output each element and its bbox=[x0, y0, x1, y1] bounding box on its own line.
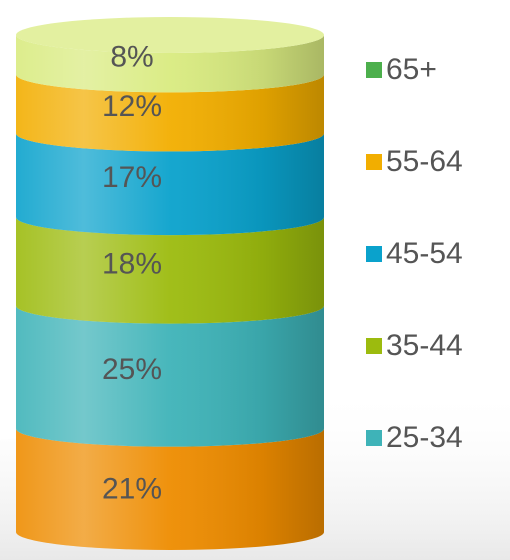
data-label-65-plus: 8% bbox=[110, 41, 153, 74]
data-label-18-24: 21% bbox=[102, 472, 162, 505]
data-label-55-64: 12% bbox=[102, 90, 162, 123]
cylinder-top-cap bbox=[16, 17, 324, 53]
legend-label-25-34: 25-34 bbox=[386, 421, 463, 454]
segment-shading-25-34 bbox=[16, 305, 324, 447]
legend-label-35-44: 35-44 bbox=[386, 329, 463, 362]
legend-item-45-54: 45-54 bbox=[366, 234, 463, 274]
legend-swatch-35-44 bbox=[366, 338, 382, 354]
legend-item-25-34: 25-34 bbox=[366, 418, 463, 458]
legend-swatch-55-64 bbox=[366, 154, 382, 170]
legend-item-55-64: 55-64 bbox=[366, 142, 463, 182]
legend-swatch-25-34 bbox=[366, 430, 382, 446]
segment-shading-18-24 bbox=[16, 428, 324, 550]
data-label-25-34: 25% bbox=[102, 353, 162, 386]
segment-shading-45-54 bbox=[16, 133, 324, 236]
legend-swatch-65-plus bbox=[366, 62, 382, 78]
legend-swatch-45-54 bbox=[366, 246, 382, 262]
legend-item-65-plus: 65+ bbox=[366, 50, 437, 90]
segment-shading-55-64 bbox=[16, 74, 324, 152]
data-label-45-54: 17% bbox=[102, 161, 162, 194]
legend-item-35-44: 35-44 bbox=[366, 326, 463, 366]
legend-label-65-plus: 65+ bbox=[386, 53, 437, 86]
segment-shading-35-44 bbox=[16, 217, 324, 324]
legend-label-45-54: 45-54 bbox=[386, 237, 463, 270]
legend-label-55-64: 55-64 bbox=[386, 145, 463, 178]
legend: 65+ 55-64 45-54 35-44 25-34 bbox=[366, 0, 510, 560]
data-label-35-44: 18% bbox=[102, 247, 162, 280]
segment-shading-65-plus bbox=[16, 35, 324, 93]
